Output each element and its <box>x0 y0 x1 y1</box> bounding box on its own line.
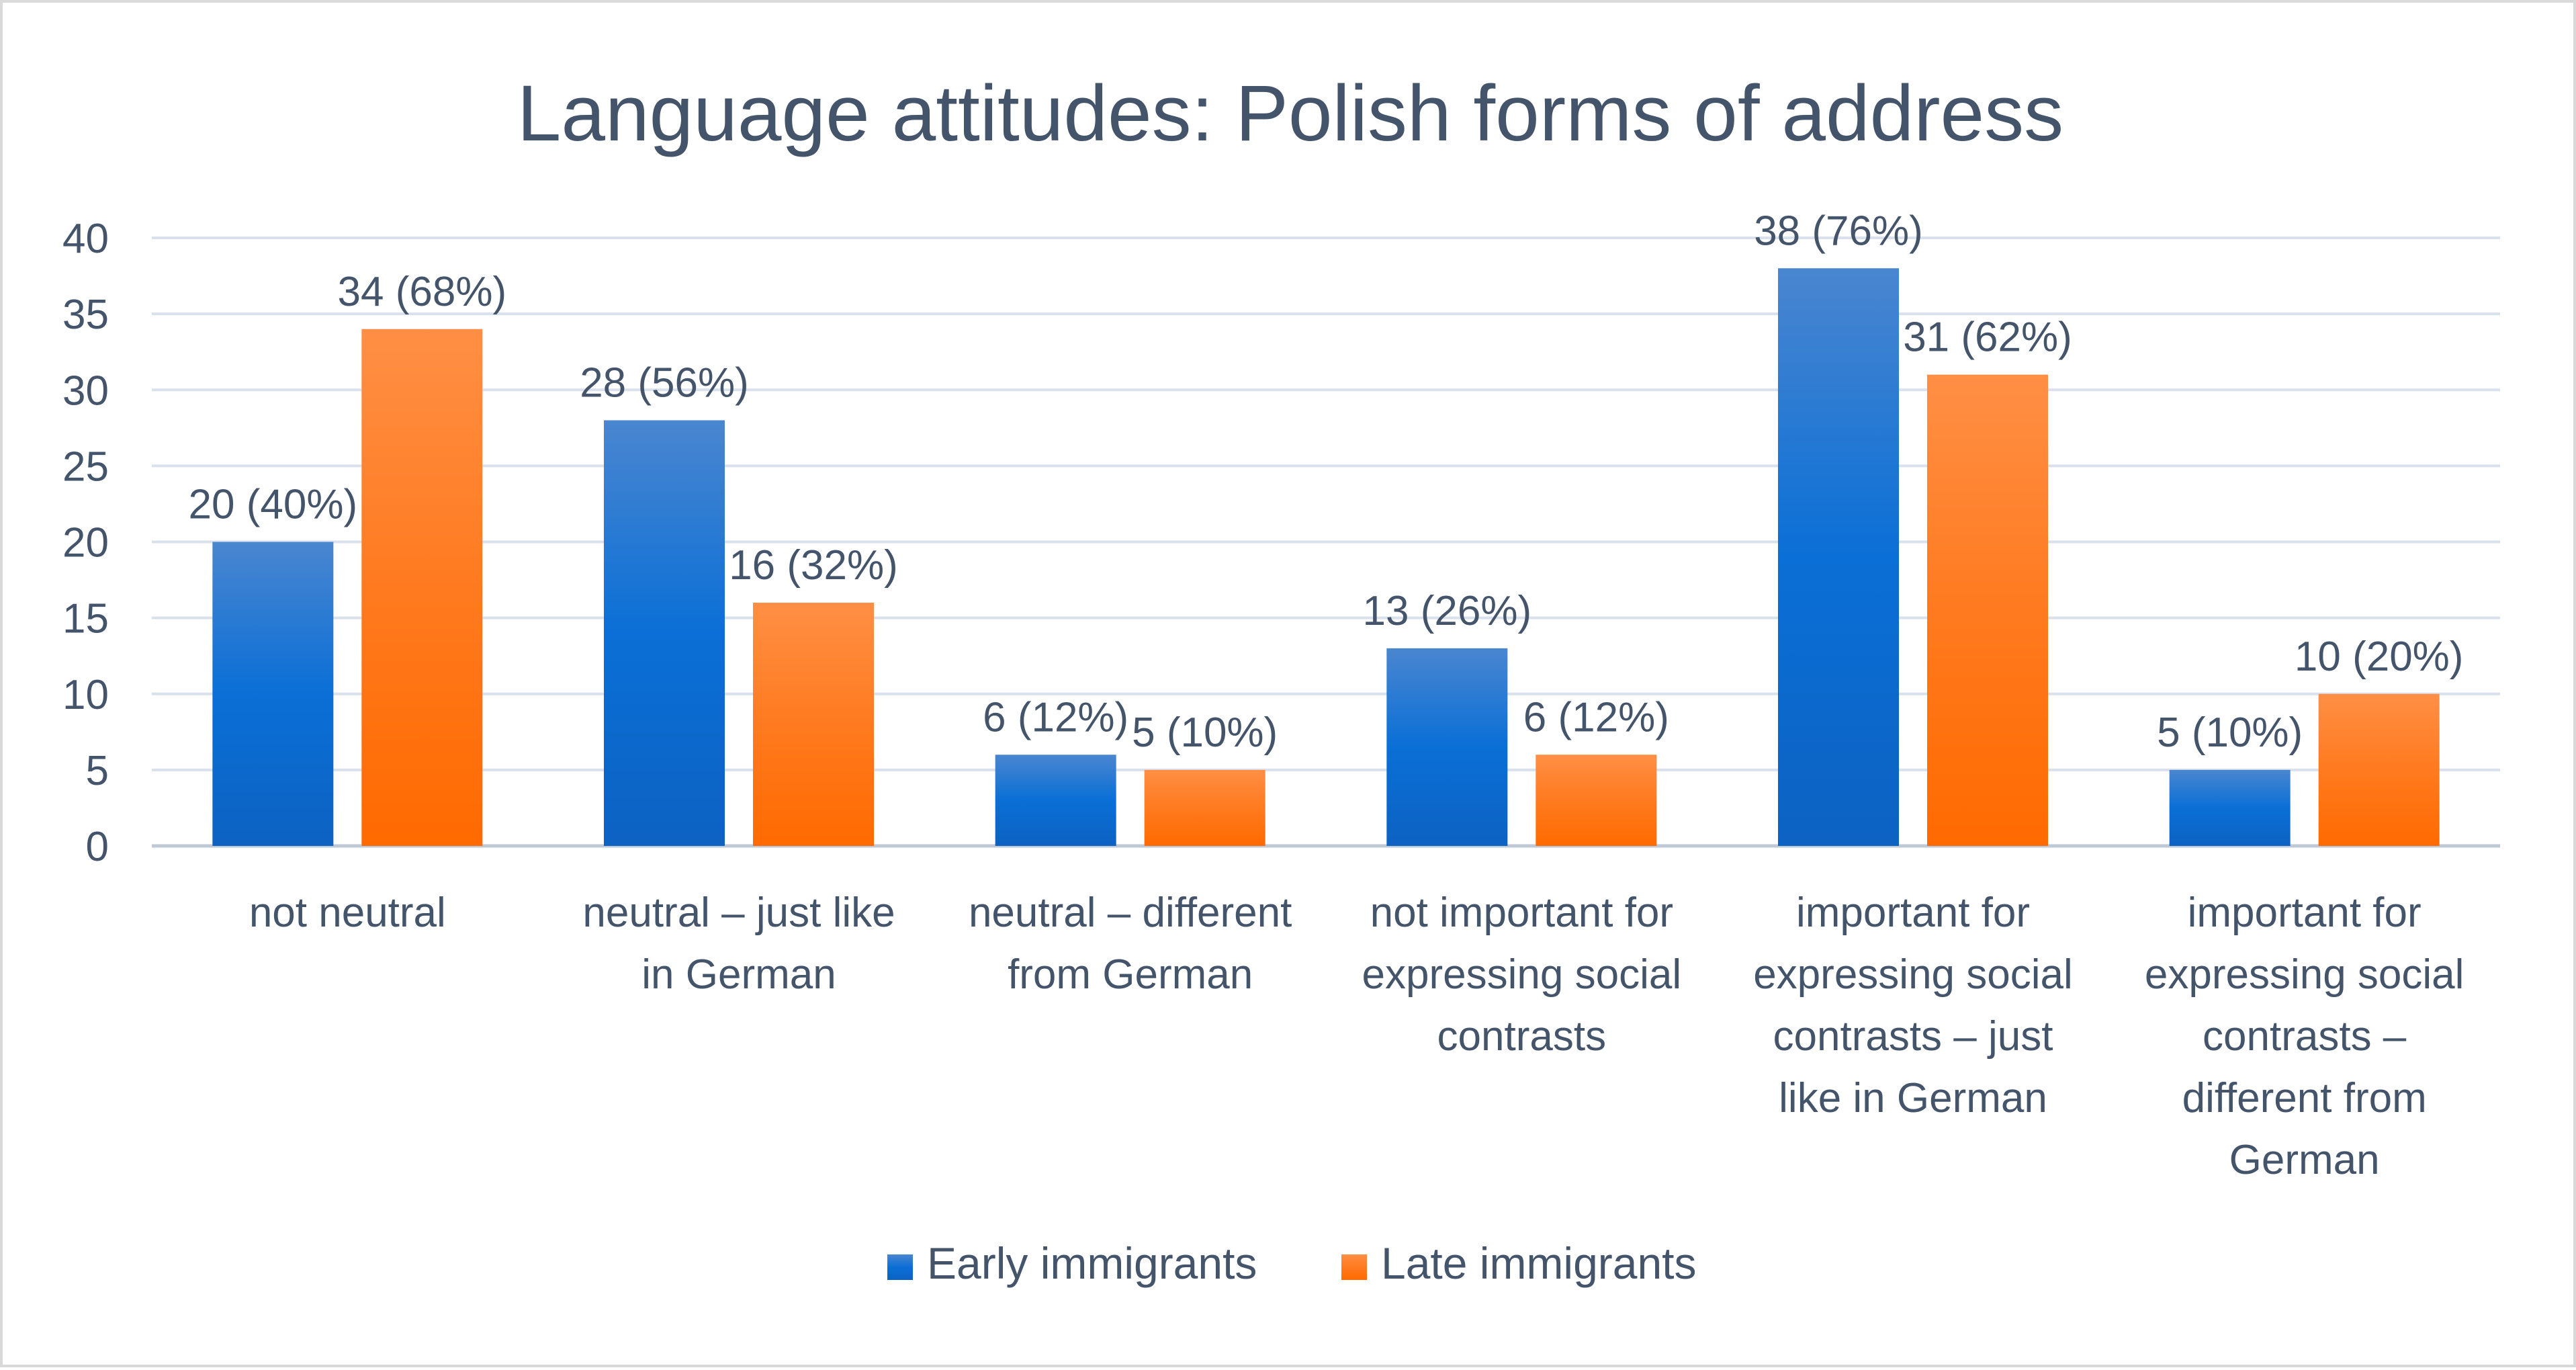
x-category-label: important for expressing social contrasts … <box>2145 890 2464 1183</box>
data-labels: 20 (40%) 28 (56%) 6 (12%) 13 (26%) 38 (76%) 5… <box>189 208 2464 756</box>
bar-late-5 <box>2318 693 2440 846</box>
data-label: 5 (10%) <box>1132 710 1278 756</box>
data-label: 6 (12%) <box>983 694 1128 740</box>
data-label: 34 (68%) <box>338 269 507 315</box>
y-tick-label: 20 <box>62 520 109 566</box>
bar-early-4 <box>1778 268 1899 846</box>
data-label: 38 (76%) <box>1754 208 1923 254</box>
chart-title: Language attitudes: Polish forms of addr… <box>517 69 2063 158</box>
x-category-label: not important for expressing social contra… <box>1362 890 1682 1060</box>
legend-label-late: Late immigrants <box>1381 1238 1697 1288</box>
bar-early-2 <box>995 755 1116 846</box>
legend-swatch-late <box>1341 1254 1367 1280</box>
y-tick-label: 0 <box>86 824 109 870</box>
data-label: 6 (12%) <box>1523 694 1669 740</box>
y-tick-label: 10 <box>62 672 109 718</box>
data-label: 20 (40%) <box>189 482 358 528</box>
y-tick-label: 25 <box>62 443 109 490</box>
bars <box>212 268 2440 846</box>
x-axis-categories: not neutral neutral – just like in German n… <box>249 890 2464 1183</box>
legend-label-early: Early immigrants <box>927 1238 1257 1288</box>
y-tick-label: 5 <box>86 748 109 794</box>
x-category-label: neutral – different from German <box>969 890 1292 998</box>
bar-early-1 <box>604 420 725 846</box>
data-label: 16 (32%) <box>729 542 898 589</box>
x-category-label: important for expressing social contrasts … <box>1753 890 2073 1121</box>
x-category-label: neutral – just like in German <box>582 890 895 998</box>
bar-early-5 <box>2169 769 2291 846</box>
bar-early-3 <box>1386 648 1508 846</box>
data-label: 5 (10%) <box>2157 710 2303 756</box>
gridlines <box>152 237 2500 848</box>
bar-early-0 <box>212 542 334 846</box>
y-tick-label: 15 <box>62 596 109 642</box>
legend-swatch-early <box>887 1254 913 1280</box>
bar-late-2 <box>1144 769 1265 846</box>
data-label: 31 (62%) <box>1903 314 2072 361</box>
y-tick-label: 30 <box>62 368 109 414</box>
y-axis-ticks: 0 5 10 15 20 25 30 35 40 <box>62 216 109 870</box>
bar-late-3 <box>1536 755 1657 846</box>
data-label: 28 (56%) <box>580 360 749 406</box>
y-tick-label: 35 <box>62 292 109 338</box>
bar-chart: Language attitudes: Polish forms of addr… <box>62 69 2500 1288</box>
data-label: 10 (20%) <box>2295 634 2464 680</box>
bar-late-0 <box>361 329 483 846</box>
x-category-label: not neutral <box>249 890 446 936</box>
legend: Early immigrants Late immigrants <box>887 1238 1697 1288</box>
bar-late-4 <box>1927 374 2048 846</box>
y-tick-label: 40 <box>62 216 109 262</box>
bar-late-1 <box>753 603 874 846</box>
data-label: 13 (26%) <box>1363 588 1532 634</box>
